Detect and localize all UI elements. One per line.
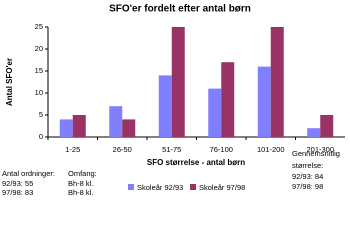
legend-label: Skoleår 97/98 — [199, 183, 245, 192]
bar — [208, 88, 222, 137]
chart: SFO'er fordelt efter antal børn Antal SF… — [2, 4, 345, 197]
bar — [221, 62, 235, 138]
y-tick-label: 15 — [35, 66, 43, 75]
bar — [307, 128, 321, 137]
bar — [72, 115, 86, 137]
legend-swatch — [128, 184, 134, 190]
x-tick-label: 76-100 — [210, 145, 233, 154]
bar — [320, 115, 334, 137]
bar — [257, 66, 271, 137]
bar — [59, 119, 73, 137]
annotation: 92/93: 55 — [2, 179, 33, 188]
y-axis-title: Antal SFO'er — [5, 58, 14, 106]
x-tick-label: 1-25 — [65, 145, 80, 154]
y-tick-label: 5 — [39, 110, 43, 119]
annotation: 97/98: 83 — [2, 188, 33, 197]
y-tick-label: 20 — [35, 44, 43, 53]
annotation: Bh-8 kl. — [68, 188, 93, 197]
bar — [270, 27, 284, 137]
bar — [158, 75, 172, 137]
legend-swatch — [190, 184, 196, 190]
page: SFO'er fordelt efter antal børn Antal SF… — [2, 3, 345, 197]
annotation: Omfang: — [68, 169, 97, 178]
y-tick-label: 25 — [35, 22, 43, 31]
x-tick-label: 201-300 — [306, 145, 334, 154]
bar — [171, 27, 185, 137]
annotation: Bh-8 kl. — [68, 179, 93, 188]
y-tick-label: 10 — [35, 88, 43, 97]
y-tick-label: 0 — [39, 132, 43, 141]
annotation: Antal ordninger: — [2, 169, 55, 178]
x-tick-label: 26-50 — [113, 145, 132, 154]
bar — [109, 106, 123, 137]
chart-title: SFO'er fordelt efter antal børn — [109, 4, 251, 15]
x-tick-label: 101-200 — [257, 145, 285, 154]
x-tick-label: 51-75 — [162, 145, 181, 154]
legend-label: Skoleår 92/93 — [137, 183, 183, 192]
bar — [122, 119, 136, 137]
annotation: Gennemsnitlig — [292, 149, 340, 158]
annotation: 92/93: 84 — [292, 172, 323, 181]
x-axis-title: SFO størrelse - antal børn — [147, 158, 245, 167]
annotation: størrelse: — [292, 161, 323, 170]
annotation: 97/98: 98 — [292, 182, 323, 191]
